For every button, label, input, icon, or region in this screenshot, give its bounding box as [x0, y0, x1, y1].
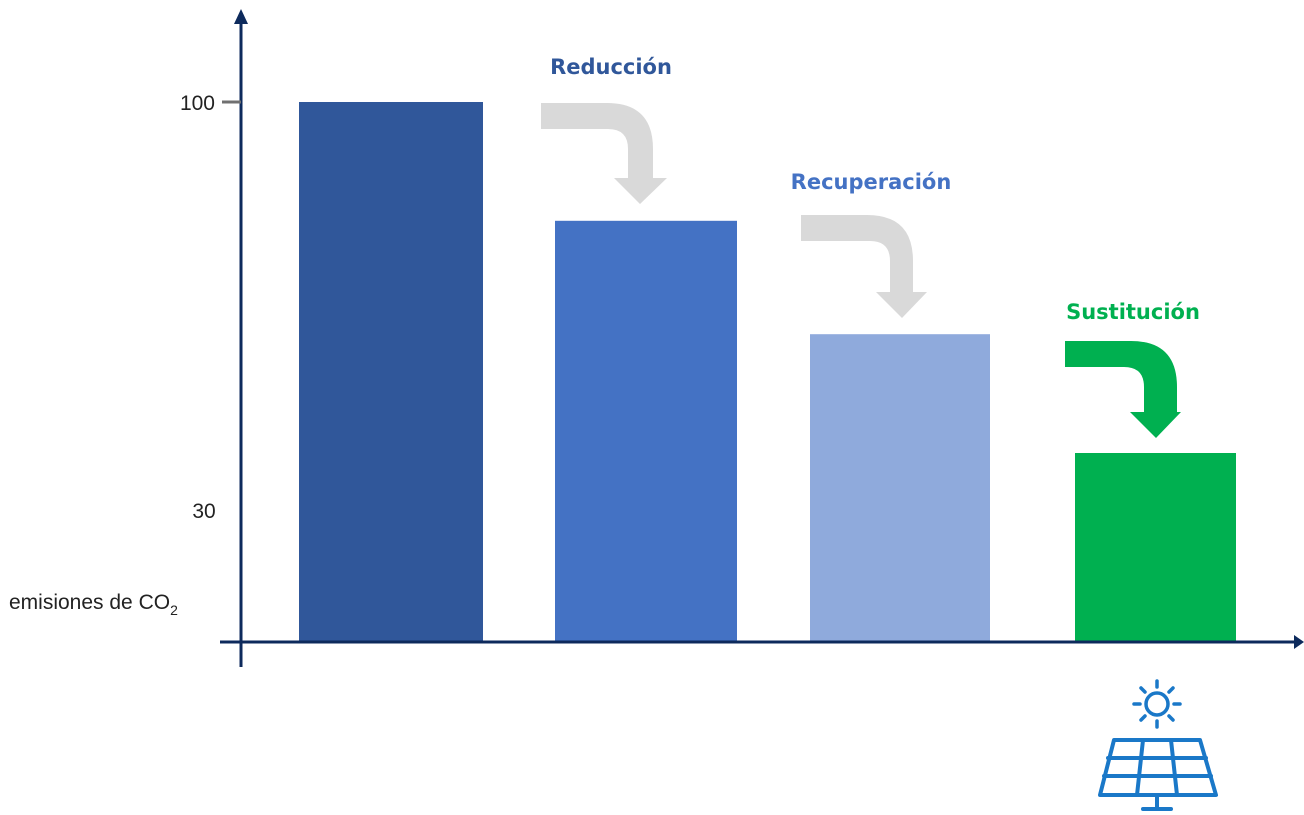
bar-0: [299, 102, 483, 642]
axes: [220, 9, 1304, 667]
y-axis-label-main: emisiones de CO: [9, 591, 170, 614]
solar-panel-icon: [1098, 679, 1218, 811]
y-axis-label-subscript: 2: [170, 602, 178, 618]
bar-2: [810, 334, 990, 642]
bars-group: [299, 102, 1236, 643]
step-arrow-sustitucion-icon: [1065, 341, 1181, 438]
y-axis-arrow-icon: [234, 9, 248, 24]
bar-3: [1075, 453, 1236, 642]
step-label-sustitucion: Sustitución: [1066, 300, 1200, 324]
step-arrows: [541, 103, 1181, 438]
bar-1: [555, 220, 737, 643]
step-arrow-recuperacion-icon: [801, 215, 927, 318]
y-tick-label-100: 100: [180, 92, 215, 115]
step-arrow-reduccion-icon: [541, 103, 667, 204]
x-axis-arrow-icon: [1294, 635, 1304, 649]
step-label-reduccion: Reducción: [550, 55, 672, 79]
y-axis-label: emisiones de CO2: [9, 591, 178, 618]
step-label-recuperacion: Recuperación: [791, 170, 952, 194]
y-tick-label-30: 30: [192, 500, 215, 523]
